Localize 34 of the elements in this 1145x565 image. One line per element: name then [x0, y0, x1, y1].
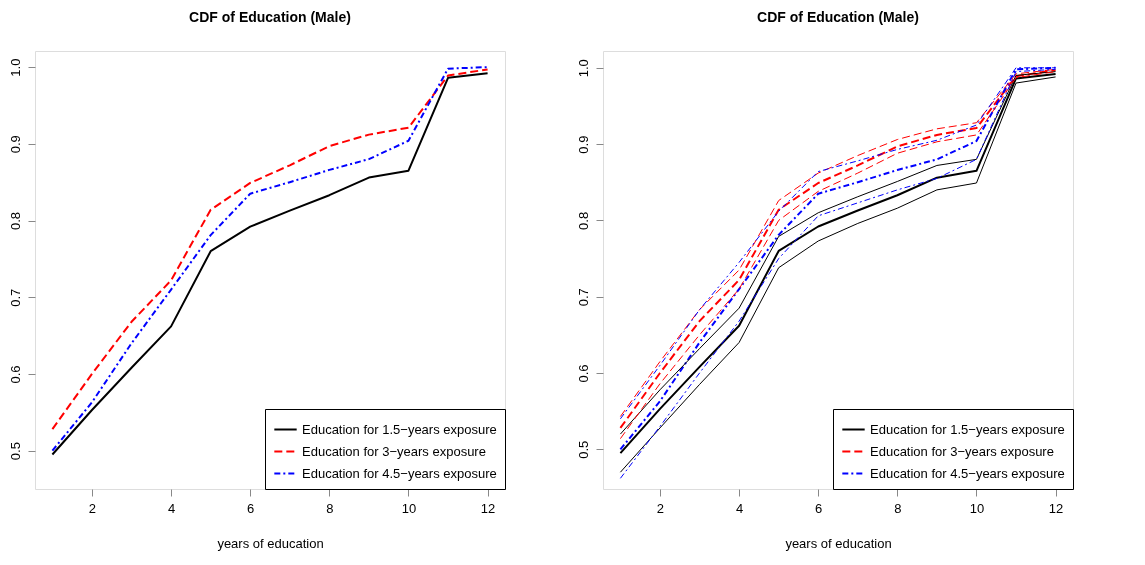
- x-tick-label: 2: [88, 500, 97, 516]
- legend-label: Education for 3−years exposure: [870, 443, 1054, 459]
- y-tick-label: 0.7: [575, 288, 591, 307]
- x-tick-label: 8: [326, 500, 334, 516]
- x-tick-label: 6: [815, 500, 823, 516]
- x-tick-label: 10: [969, 500, 985, 516]
- y-tick-label: 0.9: [7, 135, 23, 154]
- y-tick-label: 0.8: [7, 211, 23, 231]
- x-axis-title: years of education: [217, 535, 324, 551]
- x-tick-label: 12: [480, 500, 496, 516]
- x-tick-label: 10: [401, 500, 417, 516]
- y-tick-label: 0.5: [575, 440, 591, 459]
- y-tick-label: 0.5: [7, 442, 23, 461]
- legend-label: Education for 4.5−years exposure: [870, 465, 1065, 481]
- y-tick-label: 1.0: [7, 58, 23, 77]
- y-tick-label: 0.6: [575, 364, 591, 383]
- y-tick-label: 0.7: [7, 288, 23, 307]
- x-tick-label: 2: [656, 500, 665, 516]
- y-tick-label: 0.9: [575, 135, 591, 154]
- legend-label: Education for 1.5−years exposure: [302, 421, 497, 437]
- x-tick-label: 12: [1048, 500, 1064, 516]
- y-tick-label: 1.0: [575, 59, 591, 78]
- y-tick-label: 0.8: [575, 211, 591, 230]
- chart-title: CDF of Education (Male): [757, 9, 919, 25]
- x-tick-label: 4: [735, 500, 744, 516]
- x-tick-label: 4: [167, 500, 176, 516]
- x-axis-title: years of education: [785, 535, 892, 551]
- legend-label: Education for 1.5−years exposure: [870, 421, 1065, 437]
- y-tick-label: 0.6: [7, 365, 23, 384]
- chart-title: CDF of Education (Male): [189, 9, 351, 25]
- x-tick-label: 8: [894, 500, 902, 516]
- legend-label: Education for 4.5−years exposure: [302, 465, 497, 481]
- x-tick-label: 6: [247, 500, 255, 516]
- legend-label: Education for 3−years exposure: [302, 443, 486, 459]
